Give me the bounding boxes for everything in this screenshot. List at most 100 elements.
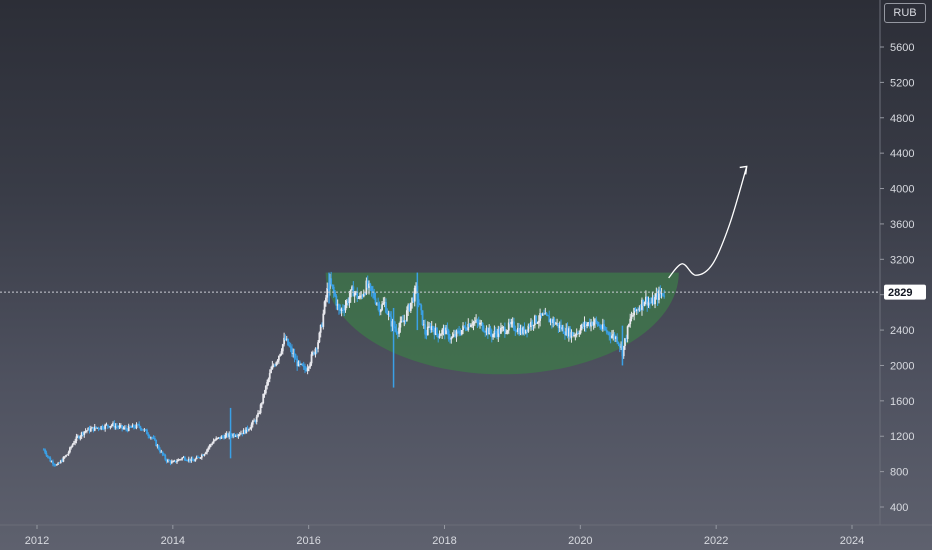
candle-body	[455, 330, 458, 337]
candles-layer	[42, 271, 666, 467]
candle-body	[575, 332, 578, 336]
candle-body	[569, 328, 572, 338]
currency-button[interactable]: RUB	[884, 3, 926, 23]
candle-body	[296, 358, 299, 367]
time-axis[interactable]: 2012 2014 2016 2018 2020 2022 2024	[25, 525, 864, 547]
candle-body	[644, 296, 647, 303]
candle-body	[608, 332, 611, 336]
candle-body	[146, 429, 148, 435]
candle-body	[331, 284, 334, 287]
cup-pattern-highlight	[325, 272, 679, 375]
candle-body	[378, 304, 381, 313]
candle-body	[76, 436, 79, 438]
candle-body	[629, 318, 632, 325]
candle-body	[99, 428, 101, 430]
candle-body	[566, 327, 569, 337]
candle-body	[334, 292, 336, 297]
candle-body	[464, 326, 467, 330]
candle-body	[92, 427, 95, 431]
candle-body	[168, 459, 171, 461]
candle-body	[348, 297, 351, 304]
candle-body	[200, 454, 203, 458]
candle-body	[170, 461, 173, 464]
candle-body	[257, 413, 259, 417]
candle-body	[53, 464, 56, 466]
candle-body	[549, 319, 552, 323]
candle-body	[417, 299, 420, 304]
candle-body	[180, 459, 182, 461]
candle-body	[475, 319, 478, 322]
candle-body	[142, 429, 144, 431]
candle-body	[412, 297, 415, 302]
candle-body	[138, 424, 141, 427]
candle-body	[522, 327, 525, 334]
candle-body	[212, 440, 215, 444]
candle-body	[573, 335, 575, 337]
candle-body	[565, 327, 568, 336]
candle-body	[339, 309, 342, 311]
candle-body	[315, 348, 318, 350]
candle-body	[46, 455, 49, 457]
candle-body	[638, 308, 641, 311]
candle-body	[249, 428, 252, 430]
candle-body	[157, 445, 160, 450]
candle-body	[433, 329, 436, 335]
candle-body	[108, 426, 110, 428]
candle-body	[204, 452, 207, 455]
candle-body	[216, 437, 219, 439]
candle-body	[67, 452, 70, 455]
candle-body	[345, 300, 348, 306]
candle-body	[63, 456, 66, 458]
candle-body	[85, 430, 88, 432]
candle-body	[328, 278, 331, 289]
price-axis[interactable]: 4008001200160020002400280032003600400044…	[880, 42, 914, 514]
candle-body	[532, 325, 535, 327]
candle-body	[306, 368, 309, 372]
candle-body	[165, 459, 168, 462]
candle-body	[215, 438, 218, 441]
candle-body	[225, 433, 228, 435]
candle-body	[336, 304, 339, 306]
candle-body	[42, 449, 45, 451]
candle-body	[579, 328, 582, 334]
candle-body	[544, 313, 547, 315]
candle-body	[485, 328, 488, 333]
candle-body	[663, 295, 666, 297]
candle-body	[197, 456, 199, 458]
candle-body	[353, 292, 356, 297]
candle-body	[419, 303, 421, 306]
time-tick-label: 2024	[840, 535, 864, 547]
time-tick-label: 2018	[432, 535, 456, 547]
candle-body	[409, 302, 412, 311]
candle-body	[223, 436, 225, 439]
candle-body	[341, 308, 344, 310]
time-tick-label: 2016	[296, 535, 320, 547]
candle-body	[102, 428, 105, 430]
candle-body	[473, 321, 476, 323]
candle-body	[537, 320, 540, 323]
price-tick-label: 3200	[890, 254, 914, 266]
candle-body	[270, 369, 272, 374]
candle-body	[347, 300, 350, 304]
candle-body	[227, 433, 229, 437]
candle-body	[658, 290, 660, 300]
candle-body	[149, 437, 152, 439]
candle-body	[245, 427, 248, 434]
candle-body	[59, 460, 62, 463]
candle-body	[45, 452, 48, 456]
candle-body	[588, 322, 591, 327]
candle-body	[298, 361, 301, 365]
candle-body	[611, 335, 613, 338]
candle-body	[597, 325, 600, 327]
candle-body	[285, 338, 288, 340]
candle-body	[439, 334, 442, 336]
candle-body	[411, 297, 414, 303]
candle-body	[262, 393, 265, 404]
candle-body	[415, 285, 417, 288]
grid-layer	[0, 0, 932, 526]
candle-body	[438, 335, 441, 338]
candle-body	[634, 307, 637, 312]
candle-body	[396, 332, 399, 334]
projection-arrow	[668, 166, 748, 279]
candle-body	[633, 307, 636, 316]
